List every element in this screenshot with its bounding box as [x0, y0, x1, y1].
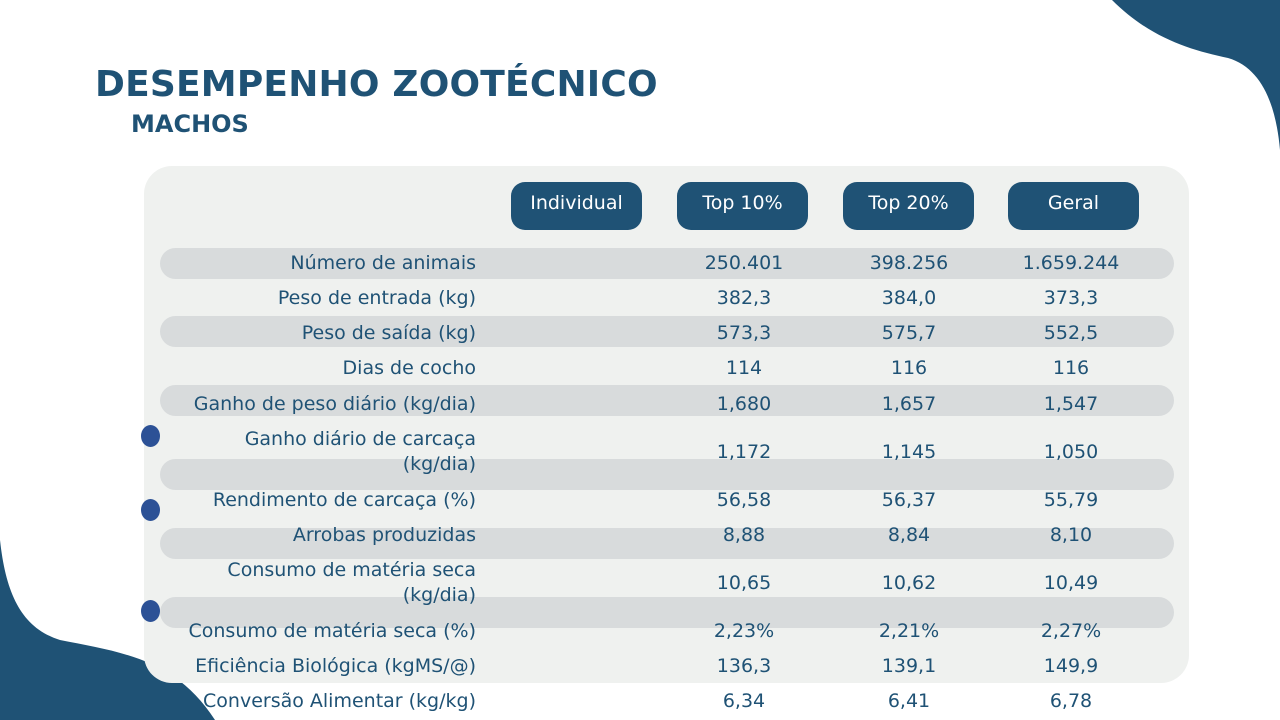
row-stripe	[160, 459, 1174, 490]
column-header-individual: Individual	[511, 182, 642, 230]
row-label: Arrobas produzidas	[292, 524, 476, 546]
cell-top20: 2,21%	[878, 620, 940, 642]
cell-top10: 8,88	[722, 524, 766, 546]
cell-geral: 1,050	[1043, 441, 1099, 463]
bullet-marker	[141, 425, 160, 447]
column-header-top10: Top 10%	[677, 182, 808, 230]
row-label: Dias de cocho	[342, 357, 476, 379]
cell-top10: 114	[725, 357, 763, 379]
row-label: Ganho diário de carcaça (kg/dia)	[244, 428, 476, 475]
row-label: Eficiência Biológica (kgMS/@)	[195, 655, 476, 677]
cell-top10: 56,58	[716, 489, 772, 511]
cell-top20: 575,7	[881, 322, 937, 344]
cell-geral: 2,27%	[1040, 620, 1102, 642]
cell-top20: 56,37	[881, 489, 937, 511]
bullet-marker	[141, 600, 160, 622]
row-label: Conversão Alimentar (kg/kg)	[203, 690, 476, 712]
bullet-marker	[141, 499, 160, 521]
cell-top20: 8,84	[887, 524, 931, 546]
row-label: Consumo de matéria seca (%)	[188, 620, 477, 642]
cell-geral: 149,9	[1043, 655, 1099, 677]
cell-top20: 398.256	[869, 252, 949, 274]
cell-top10: 2,23%	[713, 620, 775, 642]
row-label: Consumo de matéria seca (kg/dia)	[227, 559, 476, 606]
cell-geral: 1.659.244	[1022, 252, 1120, 274]
cell-top20: 1,657	[881, 393, 937, 415]
cell-top20: 116	[890, 357, 928, 379]
cell-top20: 6,41	[887, 690, 931, 712]
cell-top10: 250.401	[704, 252, 784, 274]
row-label: Rendimento de carcaça (%)	[212, 489, 476, 511]
cell-geral: 10,49	[1043, 572, 1099, 594]
cell-top10: 136,3	[716, 655, 772, 677]
cell-top20: 384,0	[881, 287, 937, 309]
row-label: Número de animais	[290, 252, 476, 274]
page-title: DESEMPENHO ZOOTÉCNICO	[95, 64, 658, 105]
row-stripe	[160, 248, 1174, 279]
cell-geral: 552,5	[1043, 322, 1099, 344]
cell-geral: 1,547	[1043, 393, 1099, 415]
cell-top10: 382,3	[716, 287, 772, 309]
column-header-geral: Geral	[1008, 182, 1139, 230]
row-stripe	[160, 385, 1174, 416]
cell-geral: 8,10	[1049, 524, 1093, 546]
row-label: Ganho de peso diário (kg/dia)	[193, 393, 476, 415]
cell-top20: 1,145	[881, 441, 937, 463]
cell-top10: 1,172	[716, 441, 772, 463]
cell-top20: 139,1	[881, 655, 937, 677]
column-header-top20: Top 20%	[843, 182, 974, 230]
cell-geral: 6,78	[1049, 690, 1093, 712]
cell-geral: 373,3	[1043, 287, 1099, 309]
cell-top20: 10,62	[881, 572, 937, 594]
page-subtitle: MACHOS	[131, 110, 249, 138]
cell-top10: 6,34	[722, 690, 766, 712]
row-stripe	[160, 316, 1174, 347]
corner-decoration-top-right	[1112, 0, 1280, 150]
row-label: Peso de saída (kg)	[301, 322, 476, 344]
row-label: Peso de entrada (kg)	[277, 287, 476, 309]
cell-top10: 573,3	[716, 322, 772, 344]
cell-geral: 55,79	[1043, 489, 1099, 511]
row-stripe	[160, 528, 1174, 559]
cell-top10: 10,65	[716, 572, 772, 594]
cell-top10: 1,680	[716, 393, 772, 415]
cell-geral: 116	[1052, 357, 1090, 379]
row-stripe	[160, 597, 1174, 628]
